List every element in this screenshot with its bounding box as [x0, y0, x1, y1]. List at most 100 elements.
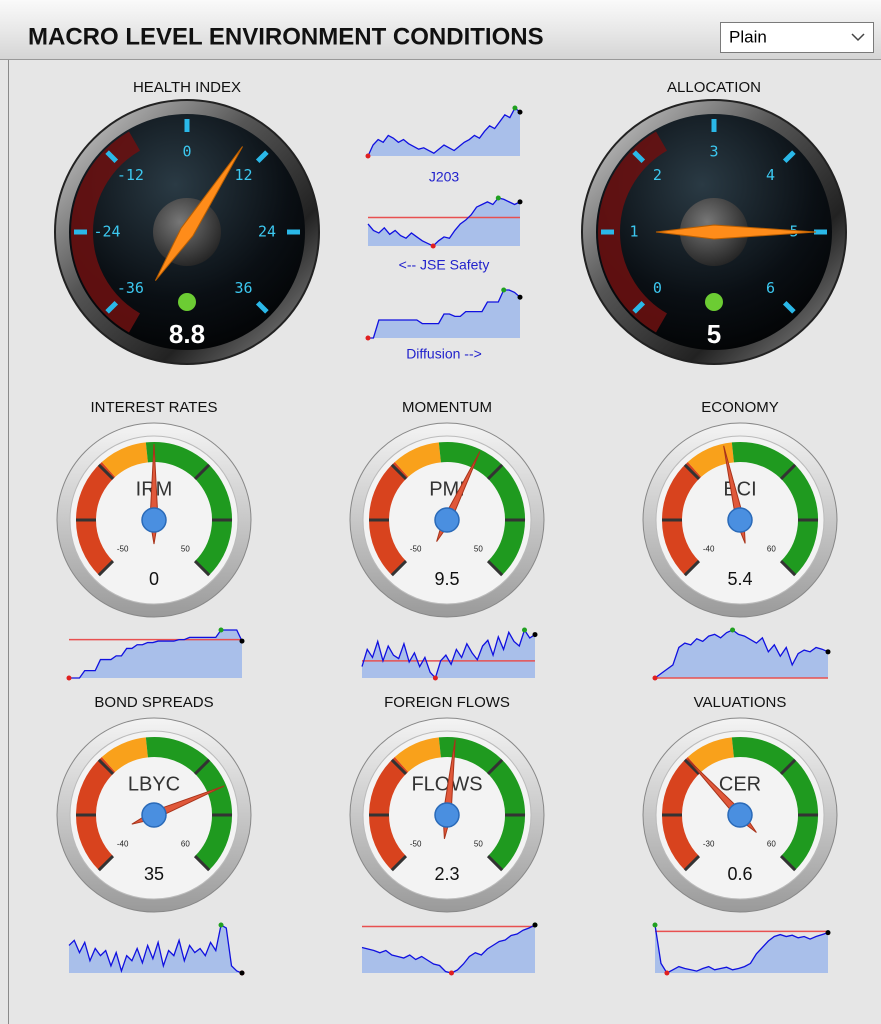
- gauge-band: [438, 442, 525, 576]
- gauge-min: -30: [703, 839, 715, 848]
- gauge-needle: [154, 146, 243, 281]
- sparkline-line: [368, 289, 521, 339]
- sparkline-area: [362, 630, 535, 678]
- gauge-band-tick: [193, 854, 211, 872]
- status-light: [178, 293, 196, 311]
- sparkline-line: [654, 629, 829, 679]
- sparkline-line: [367, 106, 521, 157]
- sparkline-last: [239, 970, 245, 976]
- sparkline-last: [825, 930, 831, 936]
- sparkline-min: [664, 970, 670, 976]
- gauge-hub: [727, 802, 753, 828]
- sparkline-area: [655, 630, 828, 678]
- gauge-max: 60: [767, 544, 776, 553]
- gauge-tick-label: 36: [235, 279, 253, 297]
- gauge-band: [438, 737, 525, 871]
- gauge-band-tick: [779, 463, 797, 481]
- sparkline-min: [652, 675, 658, 681]
- gauge-band: [394, 442, 442, 478]
- gauge-band: [145, 442, 232, 576]
- sparkline-min: [448, 970, 454, 976]
- gauge-min: -40: [703, 544, 715, 553]
- gauge-band: [369, 757, 409, 871]
- gauge-band: [662, 462, 702, 576]
- sparkline-area: [368, 198, 520, 246]
- gauge-min: -50: [410, 544, 422, 553]
- gauge-band: [369, 462, 409, 576]
- gauge-value: 5.4: [727, 569, 752, 589]
- gauge-band-tick: [97, 559, 115, 577]
- sparkline-max: [218, 627, 224, 633]
- gauge-hub: [727, 507, 753, 533]
- gauge-tick-label: -12: [117, 166, 144, 184]
- gauge-band: [687, 737, 735, 773]
- gauge-tick-label: 6: [766, 279, 775, 297]
- gauge-tick-label: 4: [766, 166, 775, 184]
- sparkline-max: [522, 627, 528, 633]
- gauge-tick: [632, 150, 646, 164]
- header-title: MACRO LEVEL ENVIRONMENT CONDITIONS: [28, 23, 544, 50]
- dropdown-value[interactable]: Plain: [729, 27, 767, 46]
- gauge-hub: [434, 507, 460, 533]
- gauge-band-tick: [390, 854, 408, 872]
- gauge-band-tick: [390, 463, 408, 481]
- gauge-name: LBYC: [128, 773, 180, 795]
- sparkline-label: Diffusion -->: [406, 346, 482, 362]
- gauge-min: -50: [117, 544, 129, 553]
- gauge-band-tick: [390, 758, 408, 776]
- sparkline-min: [365, 153, 371, 159]
- sparkline-area: [69, 630, 242, 678]
- gauge-band-tick: [486, 854, 504, 872]
- gauge-band: [76, 462, 116, 576]
- gauge-tick: [632, 300, 646, 314]
- gauge-title: ALLOCATION: [667, 79, 761, 96]
- gauge-tick: [105, 300, 119, 314]
- gauge-name: CER: [719, 773, 761, 795]
- gauge-band: [101, 442, 149, 478]
- gauge-tick-label: 12: [235, 166, 253, 184]
- gauge-tick: [255, 300, 269, 314]
- sparkline-line: [69, 629, 243, 679]
- gauge-band-tick: [779, 559, 797, 577]
- gauge-value: 35: [144, 864, 164, 884]
- gauge-band-tick: [486, 559, 504, 577]
- gauge-band-tick: [97, 758, 115, 776]
- sparkline-last: [532, 922, 538, 928]
- gauge-band-tick: [97, 854, 115, 872]
- sparkline-min: [432, 675, 438, 681]
- gauge-band-tick: [193, 559, 211, 577]
- gauge-band: [76, 757, 116, 871]
- gauge-hub: [141, 507, 167, 533]
- sparkline-line: [68, 923, 243, 974]
- gauge-band: [731, 442, 818, 576]
- gauge-tick: [105, 150, 119, 164]
- gauge-hub: [141, 802, 167, 828]
- dropdown[interactable]: Plain: [720, 22, 874, 53]
- gauge-tick-label: 0: [653, 279, 662, 297]
- sparkline-last: [517, 294, 523, 300]
- sparkline-max: [218, 922, 224, 928]
- dropdown-box[interactable]: [720, 22, 874, 53]
- gauge-band-tick: [390, 559, 408, 577]
- gauge-band-tick: [193, 758, 211, 776]
- sparkline-line: [361, 628, 536, 680]
- gauge-max: 60: [181, 839, 190, 848]
- gauge-name: BCI: [723, 478, 756, 500]
- gauge-hub: [434, 802, 460, 828]
- gauge-needle: [655, 224, 817, 240]
- sparkline-label: <-- JSE Safety: [399, 257, 490, 273]
- sparkline-max: [512, 105, 518, 111]
- gauge-tick: [782, 300, 796, 314]
- gauge-band-tick: [683, 854, 701, 872]
- gauge-band-tick: [683, 463, 701, 481]
- gauge-max: 50: [474, 839, 483, 848]
- gauge-tick-label: 24: [258, 223, 276, 241]
- gauge-max: 50: [474, 544, 483, 553]
- gauge-value: 9.5: [434, 569, 459, 589]
- dropdown-chevron[interactable]: [851, 33, 865, 42]
- gauge-band-tick: [193, 463, 211, 481]
- gauge-title: HEALTH INDEX: [133, 79, 241, 96]
- gauge-tick-label: 1: [629, 223, 638, 241]
- gauge-title: VALUATIONS: [694, 694, 787, 711]
